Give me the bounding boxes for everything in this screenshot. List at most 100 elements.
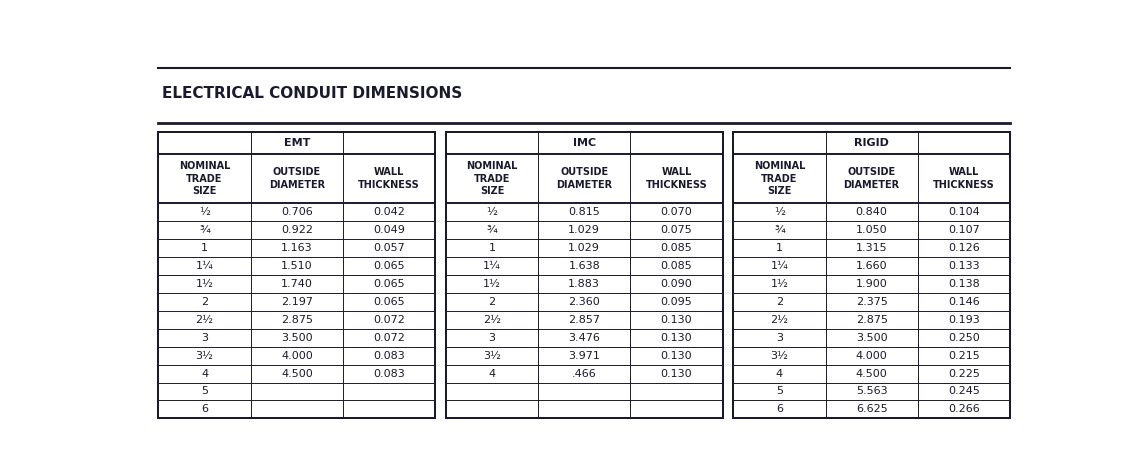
Text: 5: 5 — [201, 387, 207, 397]
Text: 1.315: 1.315 — [856, 243, 888, 253]
Text: 0.215: 0.215 — [948, 351, 980, 361]
Text: 1¼: 1¼ — [196, 261, 213, 271]
Text: 1: 1 — [201, 243, 207, 253]
Text: 0.083: 0.083 — [373, 351, 405, 361]
Text: WALL
THICKNESS: WALL THICKNESS — [358, 167, 420, 190]
Text: 0.072: 0.072 — [373, 332, 405, 343]
Text: 0.057: 0.057 — [373, 243, 405, 253]
Text: NOMINAL
TRADE
SIZE: NOMINAL TRADE SIZE — [754, 161, 805, 196]
Text: EMT: EMT — [284, 138, 310, 148]
Text: 2.875: 2.875 — [280, 315, 312, 325]
Text: 0.070: 0.070 — [661, 207, 692, 217]
Text: 3: 3 — [776, 332, 783, 343]
Text: ½: ½ — [487, 207, 497, 217]
Text: ELECTRICAL CONDUIT DIMENSIONS: ELECTRICAL CONDUIT DIMENSIONS — [162, 86, 462, 101]
Bar — [158, 132, 435, 418]
Text: 1: 1 — [488, 243, 496, 253]
Text: 1¼: 1¼ — [771, 261, 789, 271]
Text: 0.095: 0.095 — [661, 297, 692, 307]
Text: 0.193: 0.193 — [948, 315, 980, 325]
Text: 3½: 3½ — [771, 351, 789, 361]
Text: 0.133: 0.133 — [948, 261, 979, 271]
Text: 0.146: 0.146 — [948, 297, 980, 307]
Text: 4.000: 4.000 — [856, 351, 888, 361]
Text: 0.126: 0.126 — [948, 243, 980, 253]
Text: 1.660: 1.660 — [856, 261, 888, 271]
Text: 3.500: 3.500 — [280, 332, 312, 343]
Text: 0.107: 0.107 — [948, 225, 980, 235]
Text: 1.510: 1.510 — [280, 261, 312, 271]
Text: OUTSIDE
DIAMETER: OUTSIDE DIAMETER — [844, 167, 899, 190]
Text: ¾: ¾ — [487, 225, 497, 235]
Text: 1.029: 1.029 — [569, 225, 600, 235]
Text: ¾: ¾ — [200, 225, 210, 235]
Text: 5.563: 5.563 — [856, 387, 888, 397]
Text: 1: 1 — [776, 243, 783, 253]
Text: 4.000: 4.000 — [280, 351, 312, 361]
Text: 3: 3 — [201, 332, 207, 343]
Text: 2.375: 2.375 — [856, 297, 888, 307]
Text: OUTSIDE
DIAMETER: OUTSIDE DIAMETER — [556, 167, 612, 190]
Text: 1.638: 1.638 — [569, 261, 600, 271]
Text: 6: 6 — [776, 404, 783, 414]
Text: 4: 4 — [488, 369, 496, 379]
Text: 0.042: 0.042 — [373, 207, 405, 217]
Text: 0.085: 0.085 — [661, 261, 692, 271]
Text: 0.075: 0.075 — [661, 225, 692, 235]
Text: WALL
THICKNESS: WALL THICKNESS — [645, 167, 708, 190]
Text: 4: 4 — [776, 369, 783, 379]
Text: 2½: 2½ — [483, 315, 500, 325]
Text: OUTSIDE
DIAMETER: OUTSIDE DIAMETER — [269, 167, 325, 190]
Bar — [733, 132, 1010, 418]
Text: 0.065: 0.065 — [373, 279, 405, 289]
Text: 0.266: 0.266 — [948, 404, 980, 414]
Text: NOMINAL
TRADE
SIZE: NOMINAL TRADE SIZE — [466, 161, 518, 196]
Text: 4.500: 4.500 — [280, 369, 312, 379]
Text: 1¼: 1¼ — [483, 261, 500, 271]
Text: 0.065: 0.065 — [373, 261, 405, 271]
Text: 0.840: 0.840 — [856, 207, 888, 217]
Text: 0.085: 0.085 — [661, 243, 692, 253]
Text: 0.225: 0.225 — [948, 369, 980, 379]
Text: 1.050: 1.050 — [856, 225, 888, 235]
Text: ½: ½ — [774, 207, 784, 217]
Bar — [446, 132, 723, 418]
Text: 4.500: 4.500 — [856, 369, 888, 379]
Bar — [733, 132, 1010, 418]
Text: 1.163: 1.163 — [280, 243, 312, 253]
Text: 2: 2 — [201, 297, 209, 307]
Text: 2: 2 — [776, 297, 783, 307]
Text: 0.706: 0.706 — [280, 207, 312, 217]
Text: RIGID: RIGID — [854, 138, 889, 148]
Text: 0.130: 0.130 — [661, 369, 692, 379]
Text: NOMINAL
TRADE
SIZE: NOMINAL TRADE SIZE — [179, 161, 230, 196]
Text: 3: 3 — [488, 332, 496, 343]
Text: 1.883: 1.883 — [569, 279, 600, 289]
Text: 1.900: 1.900 — [856, 279, 888, 289]
Text: 6: 6 — [201, 404, 207, 414]
Text: 4: 4 — [201, 369, 209, 379]
Text: 0.072: 0.072 — [373, 315, 405, 325]
Text: 2.875: 2.875 — [856, 315, 888, 325]
Text: 1½: 1½ — [196, 279, 213, 289]
Text: 3½: 3½ — [483, 351, 500, 361]
Text: 0.083: 0.083 — [373, 369, 405, 379]
Text: 0.104: 0.104 — [948, 207, 980, 217]
Text: 0.245: 0.245 — [948, 387, 980, 397]
Text: 3.971: 3.971 — [569, 351, 600, 361]
Text: 0.922: 0.922 — [280, 225, 312, 235]
Text: 5: 5 — [776, 387, 783, 397]
Text: 6.625: 6.625 — [856, 404, 888, 414]
Text: IMC: IMC — [572, 138, 596, 148]
Text: 0.049: 0.049 — [373, 225, 405, 235]
Text: ¾: ¾ — [774, 225, 784, 235]
Text: 0.130: 0.130 — [661, 315, 692, 325]
Text: 2: 2 — [488, 297, 496, 307]
Text: 3.476: 3.476 — [569, 332, 600, 343]
Text: 1½: 1½ — [771, 279, 789, 289]
Text: 3.500: 3.500 — [856, 332, 888, 343]
Text: 0.250: 0.250 — [948, 332, 980, 343]
Text: 1½: 1½ — [483, 279, 500, 289]
Text: 2.197: 2.197 — [280, 297, 312, 307]
Text: 0.090: 0.090 — [661, 279, 692, 289]
